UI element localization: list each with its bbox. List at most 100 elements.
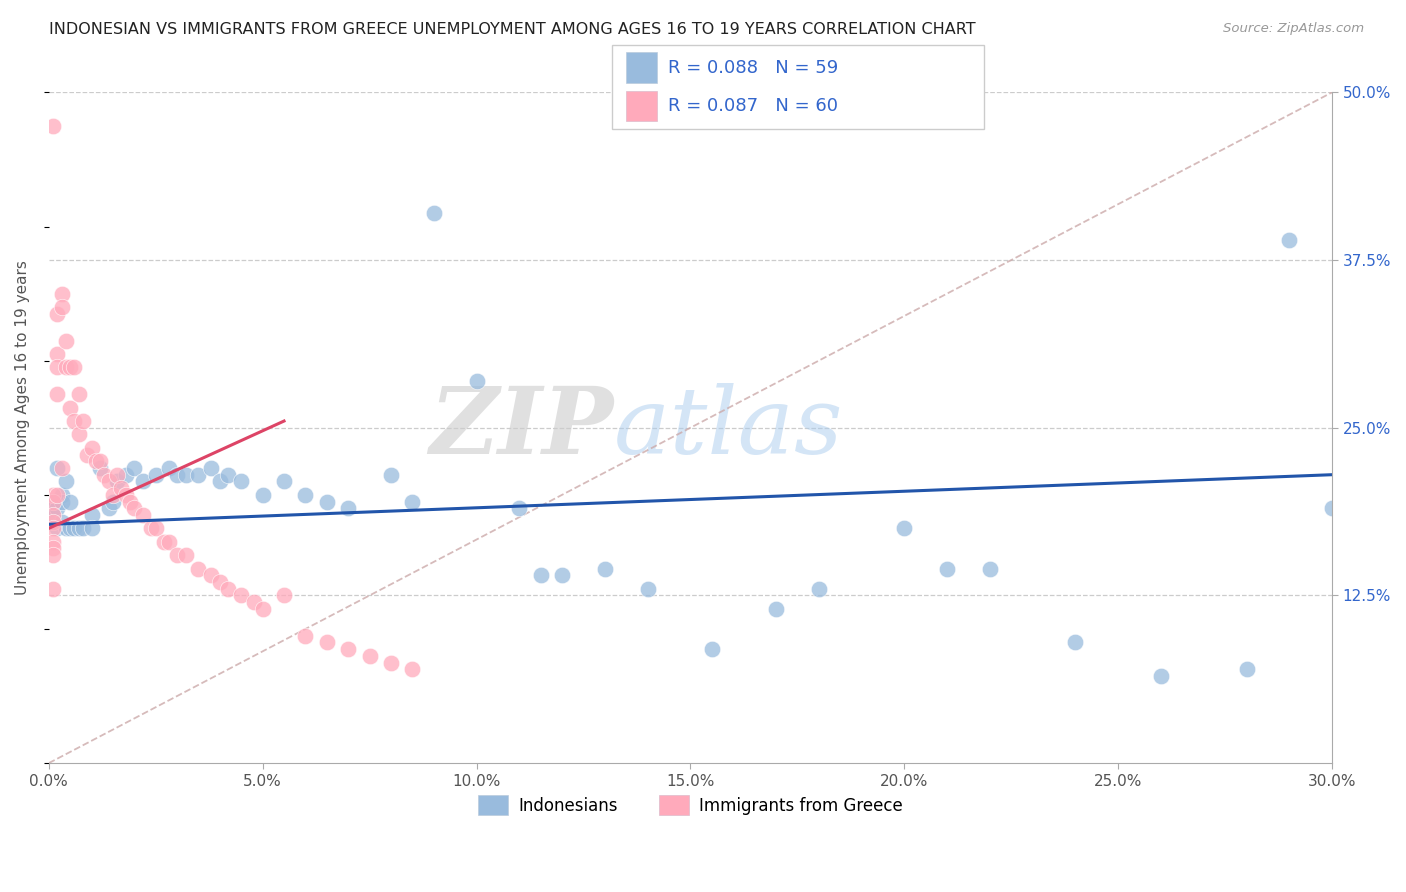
Point: [273, 589, 295, 603]
Text: R = 0.087   N = 60: R = 0.087 N = 60: [668, 97, 838, 115]
Point: [157, 461, 180, 475]
Point: [132, 508, 155, 522]
Point: [187, 561, 209, 575]
Point: [110, 481, 132, 495]
Point: [145, 467, 167, 482]
Point: [42, 494, 65, 508]
Point: [1236, 662, 1258, 676]
Point: [166, 548, 188, 562]
Point: [508, 501, 530, 516]
Point: [465, 374, 488, 388]
Point: [80, 521, 103, 535]
Point: [101, 494, 124, 508]
Point: [166, 467, 188, 482]
Point: [118, 494, 141, 508]
Point: [89, 454, 111, 468]
Point: [1064, 635, 1087, 649]
Point: [46, 501, 69, 516]
Point: [46, 360, 69, 375]
Point: [46, 307, 69, 321]
Point: [114, 467, 136, 482]
Point: [893, 521, 915, 535]
Point: [294, 629, 316, 643]
Point: [46, 488, 69, 502]
Point: [59, 521, 82, 535]
Point: [401, 662, 423, 676]
Point: [979, 561, 1001, 575]
Point: [42, 508, 65, 522]
Point: [80, 508, 103, 522]
Point: [93, 467, 115, 482]
Point: [63, 521, 86, 535]
Point: [42, 119, 65, 133]
Point: [42, 534, 65, 549]
Point: [67, 427, 90, 442]
Legend: Indonesians, Immigrants from Greece: Indonesians, Immigrants from Greece: [471, 789, 910, 822]
Point: [593, 561, 616, 575]
Point: [42, 521, 65, 535]
Point: [84, 454, 107, 468]
Point: [208, 574, 231, 589]
Point: [89, 461, 111, 475]
Point: [200, 461, 222, 475]
Point: [231, 475, 253, 489]
Point: [63, 360, 86, 375]
Point: [315, 635, 337, 649]
Point: [700, 642, 723, 657]
Point: [637, 582, 659, 596]
Point: [141, 521, 163, 535]
Text: ZIP: ZIP: [429, 383, 613, 473]
Point: [124, 461, 146, 475]
Point: [51, 488, 73, 502]
Point: [132, 475, 155, 489]
Point: [46, 347, 69, 361]
Point: [1320, 501, 1343, 516]
Point: [936, 561, 959, 575]
Point: [422, 206, 444, 220]
Point: [51, 300, 73, 314]
Point: [51, 461, 73, 475]
Point: [105, 475, 128, 489]
Point: [217, 582, 239, 596]
Point: [72, 521, 94, 535]
Point: [51, 286, 73, 301]
Point: [46, 521, 69, 535]
Point: [42, 541, 65, 556]
Point: [55, 360, 77, 375]
Point: [51, 494, 73, 508]
Point: [153, 534, 176, 549]
Point: [252, 488, 274, 502]
Point: [807, 582, 830, 596]
Point: [105, 467, 128, 482]
Point: [55, 334, 77, 348]
Point: [42, 508, 65, 522]
Point: [51, 515, 73, 529]
Point: [294, 488, 316, 502]
Point: [63, 414, 86, 428]
Point: [101, 488, 124, 502]
Point: [46, 387, 69, 401]
Point: [67, 521, 90, 535]
Text: Source: ZipAtlas.com: Source: ZipAtlas.com: [1223, 22, 1364, 36]
Point: [551, 568, 574, 582]
Point: [59, 360, 82, 375]
Point: [337, 501, 360, 516]
Point: [145, 521, 167, 535]
Point: [765, 602, 787, 616]
Point: [380, 656, 402, 670]
Point: [42, 501, 65, 516]
Point: [55, 521, 77, 535]
Point: [1150, 669, 1173, 683]
Point: [124, 501, 146, 516]
Point: [76, 448, 98, 462]
Point: [97, 475, 120, 489]
Text: R = 0.088   N = 59: R = 0.088 N = 59: [668, 60, 838, 78]
Point: [401, 494, 423, 508]
Point: [157, 534, 180, 549]
Point: [59, 401, 82, 415]
Point: [200, 568, 222, 582]
Point: [42, 494, 65, 508]
Point: [59, 494, 82, 508]
Point: [80, 441, 103, 455]
Y-axis label: Unemployment Among Ages 16 to 19 years: Unemployment Among Ages 16 to 19 years: [15, 260, 30, 595]
